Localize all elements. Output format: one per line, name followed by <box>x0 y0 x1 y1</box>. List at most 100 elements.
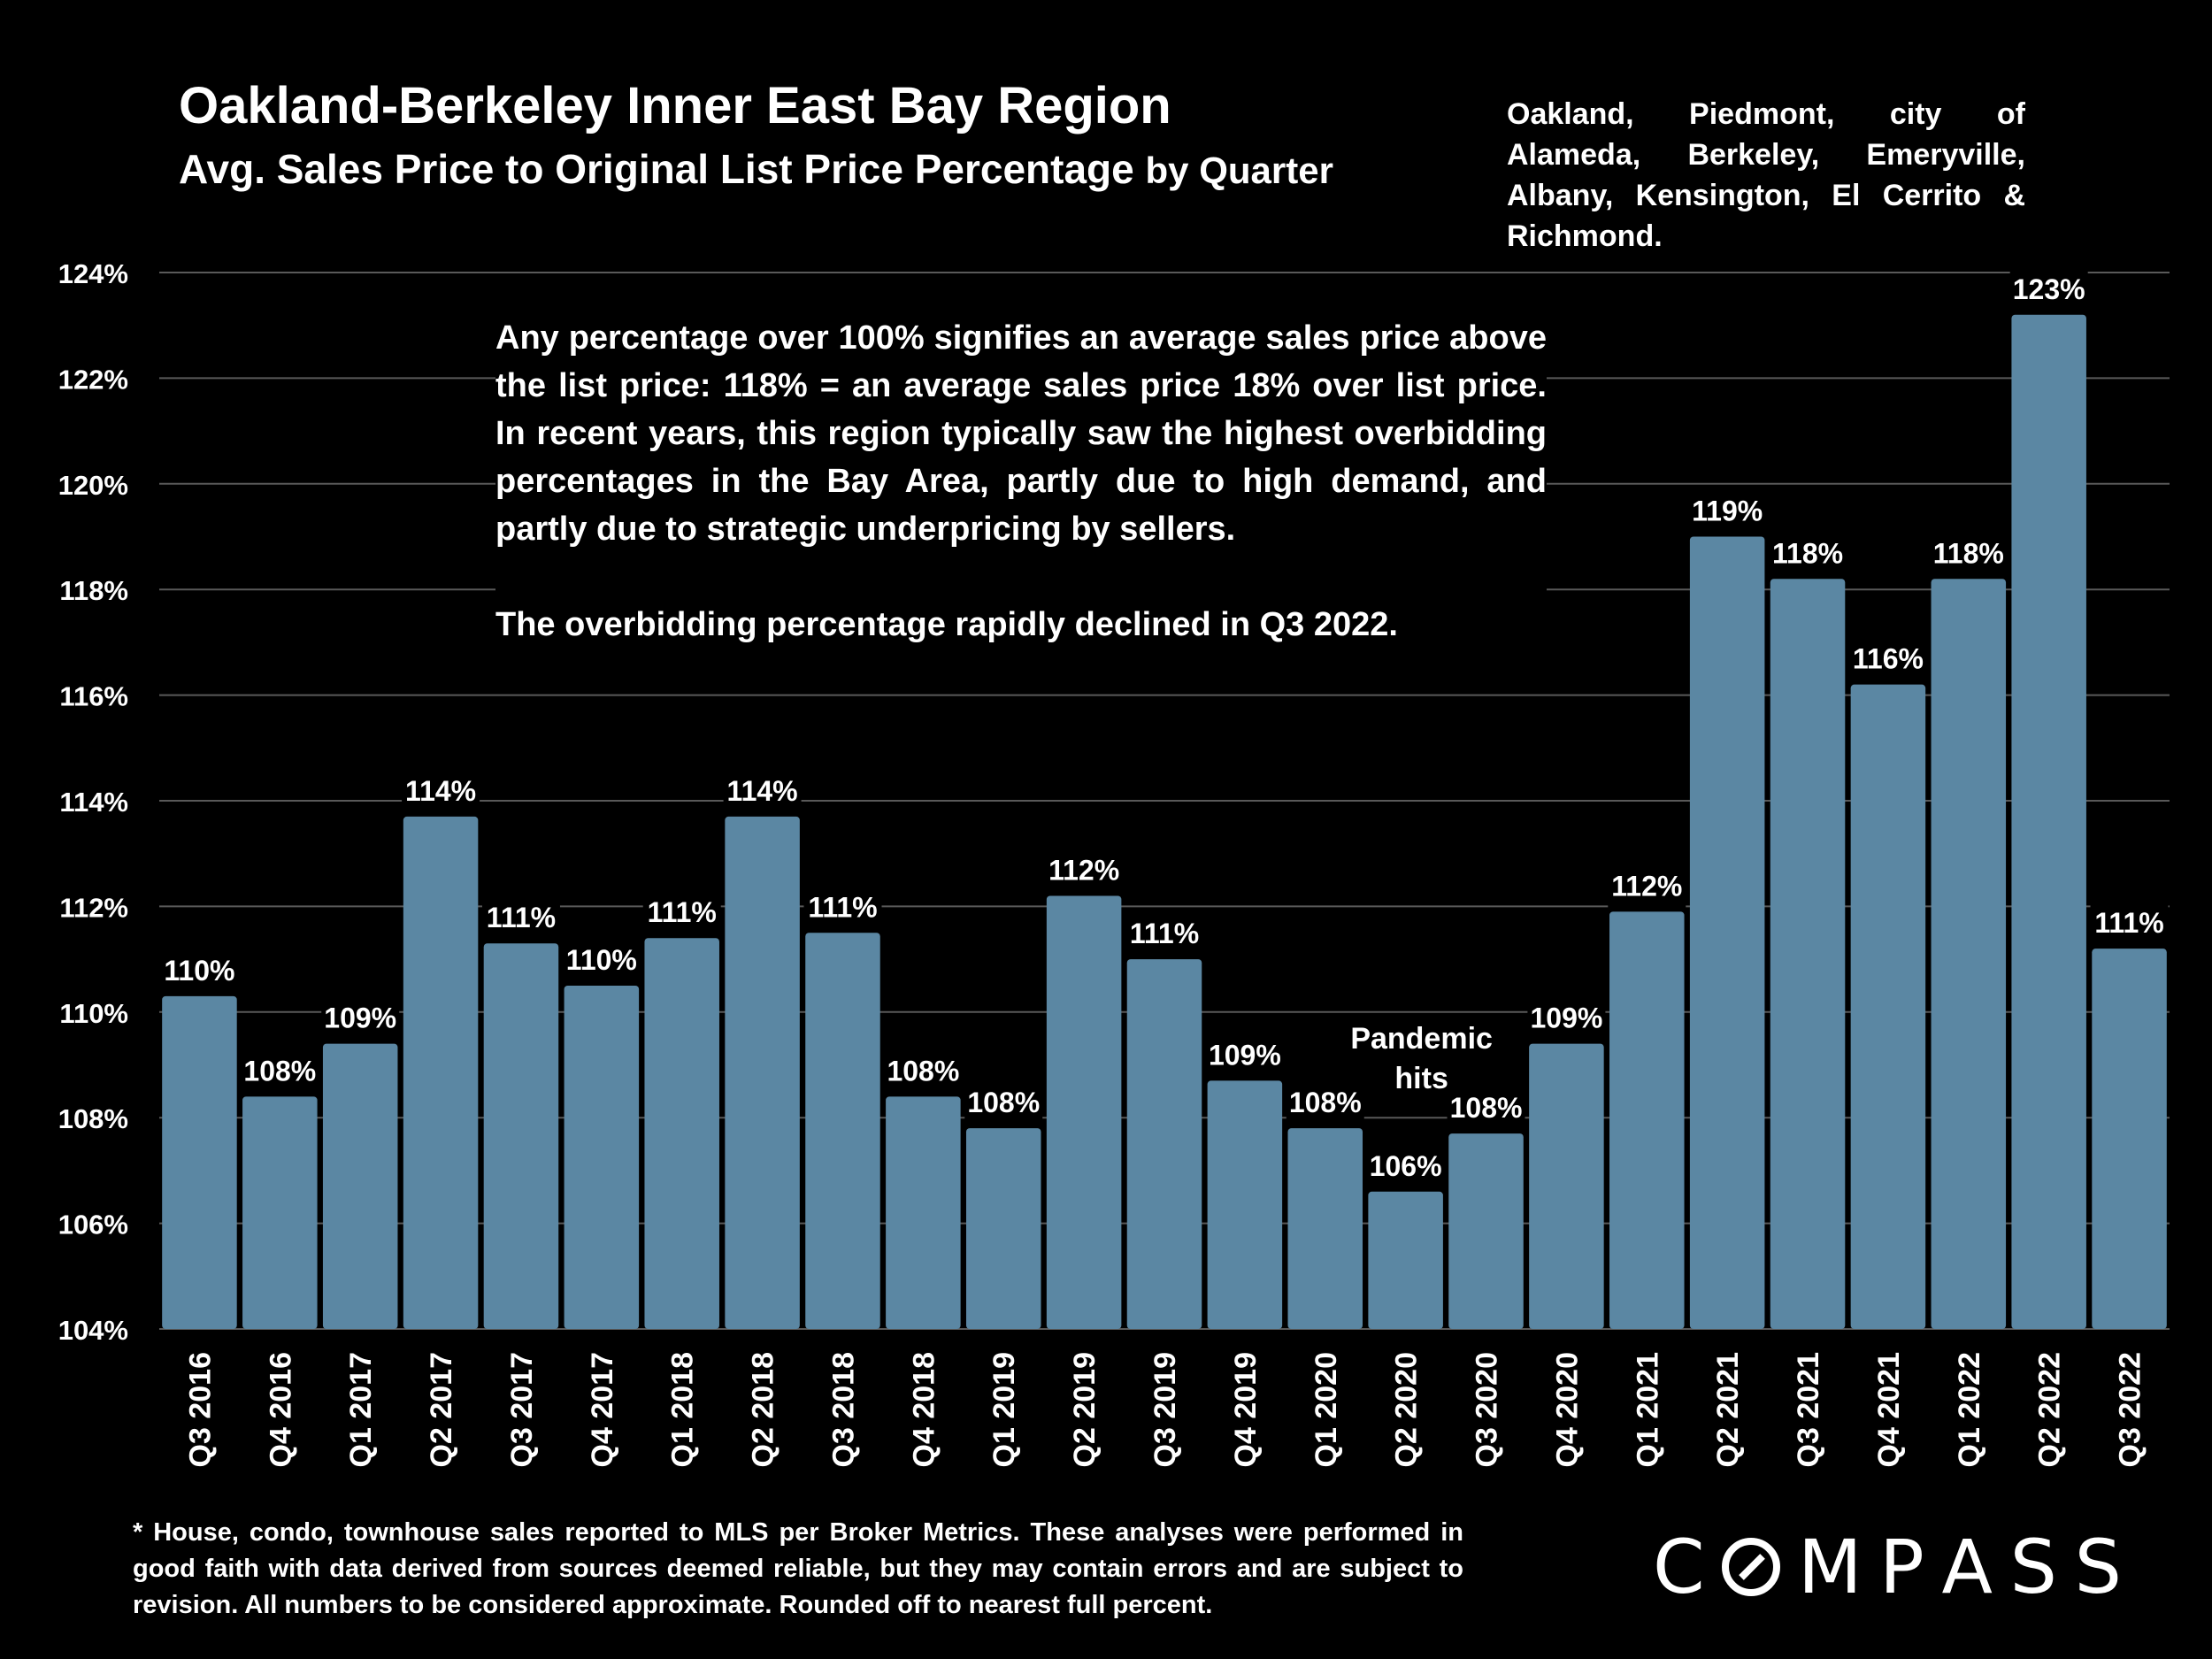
data-label: 112% <box>1048 854 1119 886</box>
data-label-bg <box>884 1047 963 1094</box>
data-label-bg <box>1205 1031 1284 1078</box>
logo-letter: S <box>2009 1524 2057 1610</box>
bar <box>564 985 640 1329</box>
bar <box>1609 911 1685 1329</box>
bar <box>483 943 559 1329</box>
data-label: 108% <box>1289 1087 1362 1118</box>
annotation-box: Any percentage over 100% signifies an av… <box>495 312 1547 652</box>
y-tick-label: 112% <box>59 892 128 923</box>
data-label-bg <box>964 1079 1043 1125</box>
logo-letter: S <box>2074 1524 2122 1610</box>
bar <box>1850 684 1926 1329</box>
data-label: 108% <box>967 1087 1040 1118</box>
y-tick-label: 114% <box>59 787 128 818</box>
pandemic-label-line1: Pandemic <box>1350 1022 1493 1056</box>
y-tick-label: 118% <box>59 575 128 606</box>
annotation-paragraph-2: The overbidding percentage rapidly decli… <box>495 606 1398 643</box>
bar <box>644 938 719 1329</box>
bar <box>242 1096 318 1329</box>
x-tick-label: Q1 2018 <box>666 1352 700 1467</box>
y-axis: 104% 106% 108% 110% 112% 114% 116% 118% 120% 122%… <box>58 258 128 1346</box>
data-label-bg <box>2009 265 2088 311</box>
x-tick-label: Q3 2018 <box>826 1352 860 1467</box>
data-label-bg <box>402 766 480 813</box>
data-label: 111% <box>487 902 556 933</box>
data-label: 119% <box>1692 495 1763 527</box>
data-label-bg <box>1929 529 2008 576</box>
x-axis: Q3 2016 Q4 2016 Q1 2017 Q2 2017 Q3 2017 Q4 20… <box>183 1352 2147 1467</box>
compass-o-icon <box>1722 1538 1781 1596</box>
bar <box>805 933 880 1329</box>
data-label: 109% <box>1530 1002 1602 1034</box>
subtitle-suffix: by Quarter <box>1145 150 1333 191</box>
bar <box>725 816 800 1329</box>
bar <box>1287 1128 1363 1329</box>
bar <box>322 1043 398 1329</box>
data-label-bg <box>1125 910 1203 956</box>
data-label-bg <box>1608 862 1686 909</box>
bar <box>1770 579 1846 1329</box>
data-label-bg <box>2090 899 2169 946</box>
x-tick-label: Q3 2016 <box>183 1352 217 1467</box>
x-tick-label: Q3 2020 <box>1471 1352 1504 1467</box>
data-label: 114% <box>727 775 798 807</box>
x-tick-label: Q4 2018 <box>907 1352 941 1467</box>
bar <box>1689 536 1765 1329</box>
data-label: 108% <box>1450 1092 1523 1124</box>
data-label: 106% <box>1370 1150 1442 1182</box>
x-tick-label: Q1 2020 <box>1310 1352 1343 1467</box>
x-tick-label: Q3 2022 <box>2114 1352 2147 1467</box>
bar <box>162 995 237 1329</box>
data-label-bg <box>1769 529 1847 576</box>
x-tick-label: Q2 2019 <box>1068 1352 1102 1467</box>
data-label-bg <box>642 888 721 935</box>
x-tick-label: Q4 2016 <box>264 1352 297 1467</box>
data-label: 111% <box>648 896 717 928</box>
bar <box>2011 314 2086 1329</box>
data-label: 111% <box>808 891 877 923</box>
data-labels: 110%108%109%114%111%110%111%114%111%108%… <box>160 265 2169 1188</box>
footer-disclaimer: * House, condo, townhouse sales reported… <box>133 1518 1463 1619</box>
bar <box>1931 579 2007 1329</box>
data-label: 110% <box>164 955 234 987</box>
pandemic-annotation: Pandemic hits <box>1350 1022 1493 1095</box>
logo-letter: M <box>1798 1524 1863 1610</box>
data-label-bg <box>1447 1084 1525 1131</box>
x-tick-label: Q4 2020 <box>1550 1352 1584 1467</box>
x-tick-label: Q1 2022 <box>1953 1352 1986 1467</box>
bar <box>1368 1191 1443 1329</box>
y-tick-label: 108% <box>58 1103 128 1134</box>
y-tick-label: 106% <box>58 1210 128 1240</box>
data-label: 116% <box>1853 643 1924 675</box>
data-label-bg <box>1688 487 1767 534</box>
data-label-bg <box>1045 846 1124 893</box>
bar <box>1448 1133 1524 1329</box>
x-tick-label: Q1 2019 <box>987 1352 1021 1467</box>
subtitle-main: Avg. Sales Price to Original List Price … <box>179 146 1134 192</box>
x-tick-label: Q3 2019 <box>1148 1352 1182 1467</box>
bar <box>886 1096 961 1329</box>
bar <box>1046 895 1122 1329</box>
chart-subtitle: Avg. Sales Price to Original List Price … <box>179 145 1333 193</box>
y-tick-label: 124% <box>58 258 128 289</box>
y-tick-label: 116% <box>59 681 128 712</box>
data-label-bg <box>1527 994 1606 1041</box>
data-label-bg <box>321 994 400 1041</box>
x-tick-label: Q2 2017 <box>425 1352 458 1467</box>
x-tick-label: Q1 2017 <box>344 1352 378 1467</box>
data-label-bg <box>562 935 641 982</box>
annotation-paragraph-1: Any percentage over 100% signifies an av… <box>495 319 1547 548</box>
y-tick-label: 110% <box>59 998 128 1029</box>
data-label-bg <box>1848 634 1927 681</box>
data-label: 118% <box>1772 537 1843 569</box>
data-label: 108% <box>243 1055 316 1087</box>
bar <box>965 1128 1041 1329</box>
data-label: 108% <box>887 1055 959 1087</box>
data-label: 111% <box>1130 918 1199 949</box>
data-label: 118% <box>1933 537 2004 569</box>
data-label: 109% <box>324 1002 396 1034</box>
bar <box>1529 1043 1604 1329</box>
bars <box>162 314 2167 1329</box>
x-tick-label: Q3 2017 <box>505 1352 539 1467</box>
